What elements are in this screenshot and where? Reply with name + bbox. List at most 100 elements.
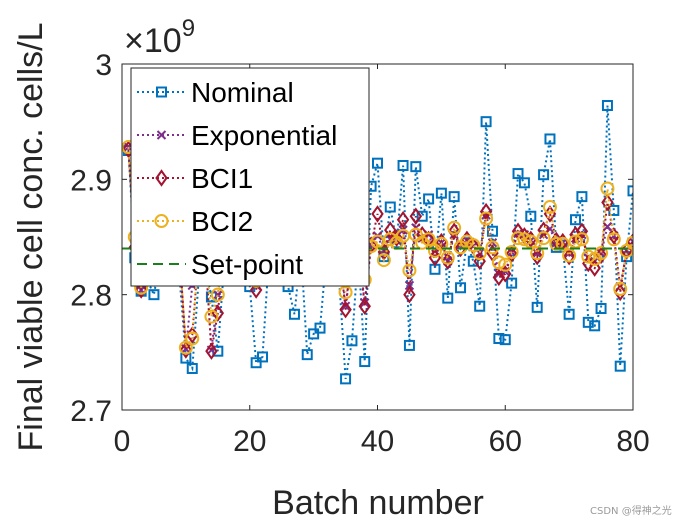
data-point-nominal [627,185,633,197]
data-point-bci2 [606,232,621,247]
data-point-nominal [416,210,428,222]
data-point-bci2 [479,211,494,226]
data-point-nominal [518,177,530,189]
y-tick-label: 2.8 [70,280,112,313]
data-point-exponential [532,248,542,258]
data-point-bci2 [185,331,200,346]
data-point-bci2 [562,248,577,263]
data-point-nominal [474,300,486,312]
data-point-bci1 [441,252,454,270]
data-point-bci2 [204,309,219,324]
x-tick-label: 40 [361,425,394,458]
data-point-nominal [423,193,435,205]
y-tick-label: 2.7 [70,395,112,428]
legend: Nominal Exponential BCI1 BCI2 Set-point [130,67,370,287]
y-axis-label: Final viable cell conc. cells/L [12,23,50,452]
data-point-bci2 [536,231,551,246]
data-point-nominal [301,349,313,361]
data-point-nominal [582,316,594,328]
data-point-nominal [442,292,454,304]
data-point-nominal [614,360,626,372]
data-point-nominal [186,362,198,374]
data-point-bci2 [504,244,519,259]
data-point-nominal [525,210,537,222]
data-point-nominal [372,157,383,169]
data-point-nominal [480,116,492,128]
data-point-bci2 [574,232,589,247]
data-point-nominal [576,191,588,203]
data-point-nominal [448,191,460,203]
legend-label: BCI1 [191,163,253,194]
data-point-nominal [257,351,269,363]
data-point-bci2 [421,232,436,247]
legend-marker [156,86,167,98]
legend-marker [156,130,167,140]
exponent-power: 9 [182,15,195,42]
data-point-bci2 [434,236,449,251]
data-point-nominal [397,159,409,171]
data-point-bci1 [390,229,403,247]
data-point-nominal [486,225,498,237]
legend-entry-exponential: Exponential [137,120,337,151]
legend-marker [154,214,169,228]
data-point-nominal [435,187,447,199]
data-point-exponential [213,289,223,300]
data-point-bci2 [402,263,417,278]
data-point-nominal [538,169,550,181]
data-point-bci2 [511,231,526,246]
legend-entry-set-point: Set-point [137,249,303,280]
data-point-bci2 [613,281,628,296]
data-point-bci2 [498,257,513,272]
data-point-nominal [531,301,543,313]
data-point-nominal [410,161,422,173]
x-tick-label: 60 [489,425,522,458]
data-point-bci1 [626,232,633,251]
x-axis-label: Batch number [272,484,484,522]
legend-entry-bci1: BCI1 [137,163,253,194]
data-point-bci2 [376,253,391,268]
y-tick-label: 3 [95,49,112,82]
data-point-bci1 [499,265,512,283]
data-point-bci1 [339,300,352,319]
data-point-nominal [314,322,326,334]
data-point-nominal [384,201,396,213]
data-point-bci2 [542,200,557,215]
data-point-bci1 [205,342,218,360]
data-point-bci1 [409,207,423,225]
data-point-bci2 [472,246,487,261]
data-point-bci2 [594,246,609,261]
exponent-label: ×109 [124,15,195,60]
legend-label: Set-point [191,249,303,280]
data-point-bci2 [600,181,615,196]
data-point-nominal [506,277,518,289]
data-point-nominal [250,357,262,369]
data-point-nominal [308,328,320,340]
data-point-bci2 [370,234,385,249]
data-point-bci2 [485,240,500,255]
legend-entry-nominal: Nominal [137,77,294,108]
legend-label: Nominal [191,77,294,108]
data-point-bci2 [491,255,506,270]
data-point-nominal [563,308,575,320]
data-point-bci2 [440,250,455,265]
data-point-bci2 [517,232,532,247]
data-point-nominal [467,255,479,267]
data-point-bci2 [555,236,570,251]
data-point-nominal [346,335,358,347]
exponent-prefix: ×10 [124,22,182,60]
data-point-bci1 [179,341,193,359]
data-point-nominal [493,332,505,344]
data-point-bci2 [447,220,462,235]
series-line-nominal [127,105,633,380]
data-point-nominal [403,339,415,351]
data-point-bci1 [403,285,416,304]
data-point-nominal [288,308,300,320]
data-point-nominal [455,282,467,294]
x-tick-label: 20 [233,425,266,458]
legend-marker [155,169,168,187]
legend-box [130,67,370,287]
data-point-bci1 [601,193,614,212]
data-point-bci2 [581,249,596,264]
data-point-bci1 [562,247,576,266]
